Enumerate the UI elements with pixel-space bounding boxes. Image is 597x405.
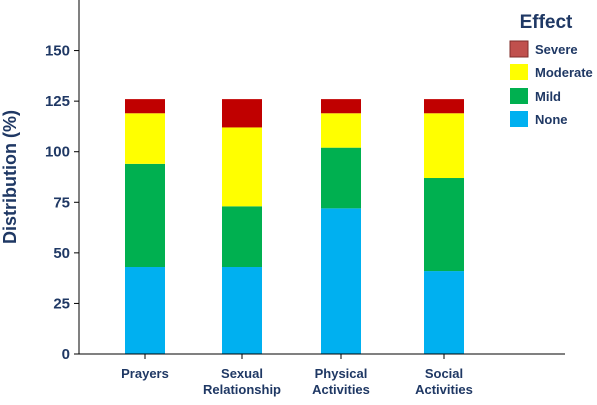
x-tick-label-1: Prayers	[121, 366, 169, 381]
x-tick-label-line: Activities	[415, 382, 473, 397]
bar-segment-moderate-4	[424, 113, 464, 179]
legend-swatch-severe	[509, 40, 529, 58]
bar-segment-none-4	[424, 271, 464, 354]
bar-segment-mild-3	[321, 147, 361, 209]
bar-segment-none-2	[222, 267, 262, 354]
y-tick-label-0: 0	[62, 346, 70, 363]
bar-segment-none-1	[125, 267, 165, 354]
y-tick-label-25: 25	[53, 295, 70, 312]
legend-title: Effect	[520, 12, 573, 33]
bar-segment-severe-2	[222, 99, 262, 128]
x-tick-label-line: Physical	[315, 366, 368, 381]
legend-label-none: None	[535, 112, 568, 127]
bar-segment-moderate-3	[321, 113, 361, 148]
legend-swatch-moderate	[510, 64, 528, 80]
legend-label-moderate: Moderate	[535, 65, 593, 80]
y-tick-label-75: 75	[53, 194, 70, 211]
bar-segment-none-3	[321, 208, 361, 354]
x-tick-label-line: Relationship	[203, 382, 281, 397]
x-tick-label-3: Physical Activities	[312, 366, 370, 397]
y-tick-label-150: 150	[45, 43, 70, 60]
x-tick-label-line: Activities	[312, 382, 370, 397]
y-tick-label-50: 50	[53, 245, 70, 262]
bar-segment-mild-1	[125, 163, 165, 268]
bar-segment-severe-4	[424, 99, 464, 114]
x-tick-label-line: Prayers	[121, 366, 169, 381]
bar-segment-moderate-1	[125, 113, 165, 164]
bar-segment-severe-1	[125, 99, 165, 114]
x-tick-label-2: Sexual Relationship	[203, 366, 281, 397]
bar-segment-moderate-2	[222, 127, 262, 207]
y-tick-label-100: 100	[45, 144, 70, 161]
bar-segment-mild-2	[222, 206, 262, 268]
legend-label-severe: Severe	[535, 42, 578, 57]
x-tick-label-4: Social Activities	[415, 366, 473, 397]
y-tick-label-125: 125	[45, 93, 70, 110]
bar-segment-severe-3	[321, 99, 361, 114]
x-tick-label-line: Social	[425, 366, 463, 381]
legend-swatch-mild	[510, 88, 528, 104]
legend-swatch-none	[510, 111, 528, 127]
x-tick-label-line: Sexual	[221, 366, 263, 381]
y-axis-title: Distribution (%)	[0, 110, 20, 244]
legend-label-mild: Mild	[535, 89, 561, 104]
bar-segment-mild-4	[424, 178, 464, 272]
